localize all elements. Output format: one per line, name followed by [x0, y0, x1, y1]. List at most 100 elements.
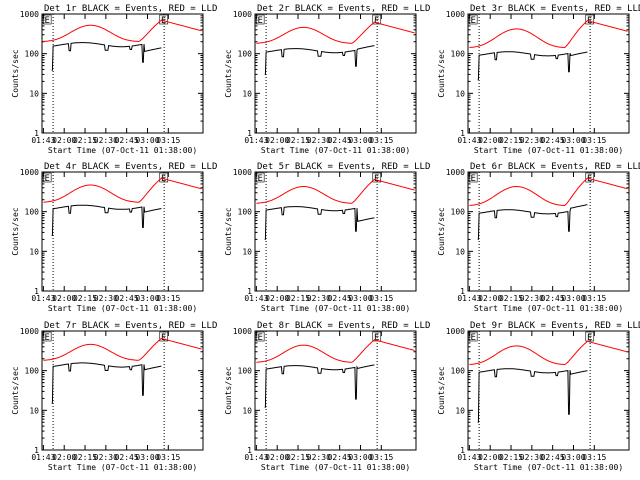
panel-title: Det 6r BLACK = Events, RED = LLD	[470, 162, 640, 172]
x-tick-label: 03:15	[156, 453, 180, 462]
x-tick-label: 01:43	[244, 294, 268, 303]
marker-box	[255, 331, 265, 342]
marker-box	[42, 331, 52, 342]
x-tick-label: 02:30	[520, 294, 544, 303]
y-axis-title: Counts/sec	[437, 49, 446, 97]
marker-box	[255, 14, 265, 25]
x-tick-label: 03:15	[369, 453, 393, 462]
y-tick-label: 100	[25, 208, 40, 217]
x-tick-label: 02:15	[499, 294, 523, 303]
y-tick-label: 1000	[20, 10, 39, 19]
y-tick-label: 10	[29, 89, 39, 98]
x-tick-label: 02:45	[541, 294, 565, 303]
series-lld-red	[43, 19, 202, 43]
y-tick-label: 1000	[20, 327, 39, 336]
series-lld-red	[256, 21, 415, 44]
x-tick-label: 03:15	[156, 136, 180, 145]
plot-frame	[41, 13, 204, 134]
y-tick-label: 100	[451, 367, 466, 376]
panel-title: Det 2r BLACK = Events, RED = LLD	[257, 4, 430, 14]
marker-box	[585, 331, 595, 342]
marker-box	[159, 14, 169, 25]
plot-frame	[254, 330, 417, 451]
marker-label: E	[470, 174, 475, 184]
panel-1: Det 1r BLACK = Events, RED = LLD 1 10 100 10…	[11, 4, 217, 155]
x-tick-label: 02:45	[328, 136, 352, 145]
x-axis-title: Start Time (07-Oct-11 01:38:00)	[48, 304, 197, 313]
y-axis-title: Counts/sec	[11, 49, 20, 97]
plot-frame	[41, 330, 204, 451]
x-tick-label: 03:00	[561, 294, 585, 303]
x-tick-label: 02:15	[286, 453, 310, 462]
series-lld-red	[43, 337, 202, 361]
panel-title: Det 7r BLACK = Events, RED = LLD	[44, 321, 217, 331]
marker-label: E	[374, 16, 379, 26]
y-tick-label: 1	[34, 287, 39, 296]
series-lld-red	[256, 339, 415, 363]
y-tick-label: 1	[460, 129, 465, 138]
marker-box	[372, 331, 382, 342]
panel-8: Det 8r BLACK = Events, RED = LLD 1 10 100 10…	[224, 321, 430, 472]
x-tick-label: 03:00	[561, 453, 585, 462]
y-tick-label: 100	[451, 50, 466, 59]
y-tick-label: 10	[29, 406, 39, 415]
series-lld-red	[469, 340, 628, 365]
y-tick-label: 100	[238, 50, 253, 59]
y-tick-label: 1	[34, 129, 39, 138]
x-axis-title: Start Time (07-Oct-11 01:38:00)	[48, 146, 197, 155]
y-tick-label: 1000	[446, 168, 465, 177]
y-axis-title: Counts/sec	[224, 207, 233, 255]
x-tick-label: 01:43	[31, 453, 55, 462]
plot-frame	[254, 171, 417, 292]
x-tick-label: 02:00	[478, 294, 502, 303]
series-events-black	[477, 51, 588, 81]
series-events-black	[264, 45, 375, 75]
panel-2: Det 2r BLACK = Events, RED = LLD 1 10 100 10…	[224, 4, 430, 155]
x-tick-label: 01:43	[457, 136, 481, 145]
x-axis-title: Start Time (07-Oct-11 01:38:00)	[261, 463, 410, 472]
x-tick-label: 01:43	[244, 453, 268, 462]
panel-title: Det 9r BLACK = Events, RED = LLD	[470, 321, 640, 331]
marker-box	[42, 172, 52, 183]
marker-label: E	[44, 333, 49, 343]
y-tick-label: 1000	[20, 168, 39, 177]
y-tick-label: 10	[242, 89, 252, 98]
y-tick-label: 1	[247, 129, 252, 138]
plot-frame	[467, 171, 630, 292]
marker-box	[468, 172, 478, 183]
panel-9: Det 9r BLACK = Events, RED = LLD 1 10 100 10…	[437, 321, 640, 472]
series-events-black	[51, 204, 162, 236]
x-tick-label: 02:00	[52, 136, 76, 145]
x-tick-label: 02:15	[499, 453, 523, 462]
x-tick-label: 02:30	[94, 453, 118, 462]
x-tick-label: 02:00	[478, 453, 502, 462]
y-axis-title: Counts/sec	[11, 366, 20, 414]
y-tick-label: 1	[34, 446, 39, 455]
x-tick-label: 03:15	[582, 453, 606, 462]
x-tick-label: 02:45	[115, 453, 139, 462]
panel-title: Det 8r BLACK = Events, RED = LLD	[257, 321, 430, 331]
series-lld-red	[256, 178, 415, 204]
x-tick-label: 02:00	[265, 453, 289, 462]
x-tick-label: 02:30	[307, 136, 331, 145]
y-tick-label: 10	[242, 247, 252, 256]
marker-box	[255, 172, 265, 183]
x-tick-label: 03:00	[135, 453, 159, 462]
marker-box	[159, 331, 169, 342]
marker-box	[372, 14, 382, 25]
marker-label: E	[161, 333, 166, 343]
series-events-black	[477, 204, 588, 240]
x-tick-label: 01:43	[31, 136, 55, 145]
x-tick-label: 03:00	[348, 294, 372, 303]
x-tick-label: 02:15	[286, 294, 310, 303]
marker-label: E	[374, 174, 379, 184]
x-tick-label: 02:15	[286, 136, 310, 145]
panel-title: Det 5r BLACK = Events, RED = LLD	[257, 162, 430, 172]
series-events-black	[477, 368, 588, 423]
y-tick-label: 10	[455, 406, 465, 415]
y-tick-label: 1000	[446, 10, 465, 19]
plot-frame	[467, 330, 630, 451]
y-tick-label: 1	[460, 446, 465, 455]
marker-box	[468, 14, 478, 25]
